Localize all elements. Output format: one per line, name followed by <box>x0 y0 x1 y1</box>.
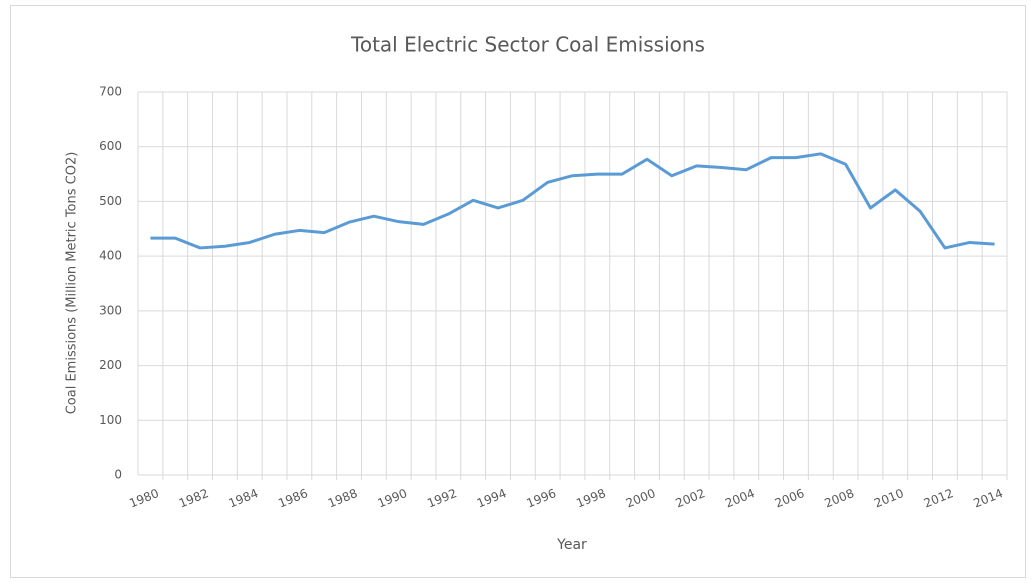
y-tick-label: 500 <box>99 194 122 208</box>
y-tick-label: 0 <box>114 468 122 482</box>
y-axis-label: Coal Emissions (Million Metric Tons CO2) <box>65 152 80 415</box>
y-tick-label: 300 <box>99 303 122 317</box>
data-line <box>150 152 995 250</box>
y-tick-label: 100 <box>99 413 122 427</box>
y-tick-label: 400 <box>99 249 122 263</box>
y-tick-label: 700 <box>99 85 122 99</box>
y-tick-label: 200 <box>99 358 122 372</box>
y-tick-label: 600 <box>99 139 122 153</box>
x-axis-label: Year <box>556 537 587 553</box>
chart-border <box>10 5 1026 578</box>
chart-title: Total Electric Sector Coal Emissions <box>350 33 705 57</box>
